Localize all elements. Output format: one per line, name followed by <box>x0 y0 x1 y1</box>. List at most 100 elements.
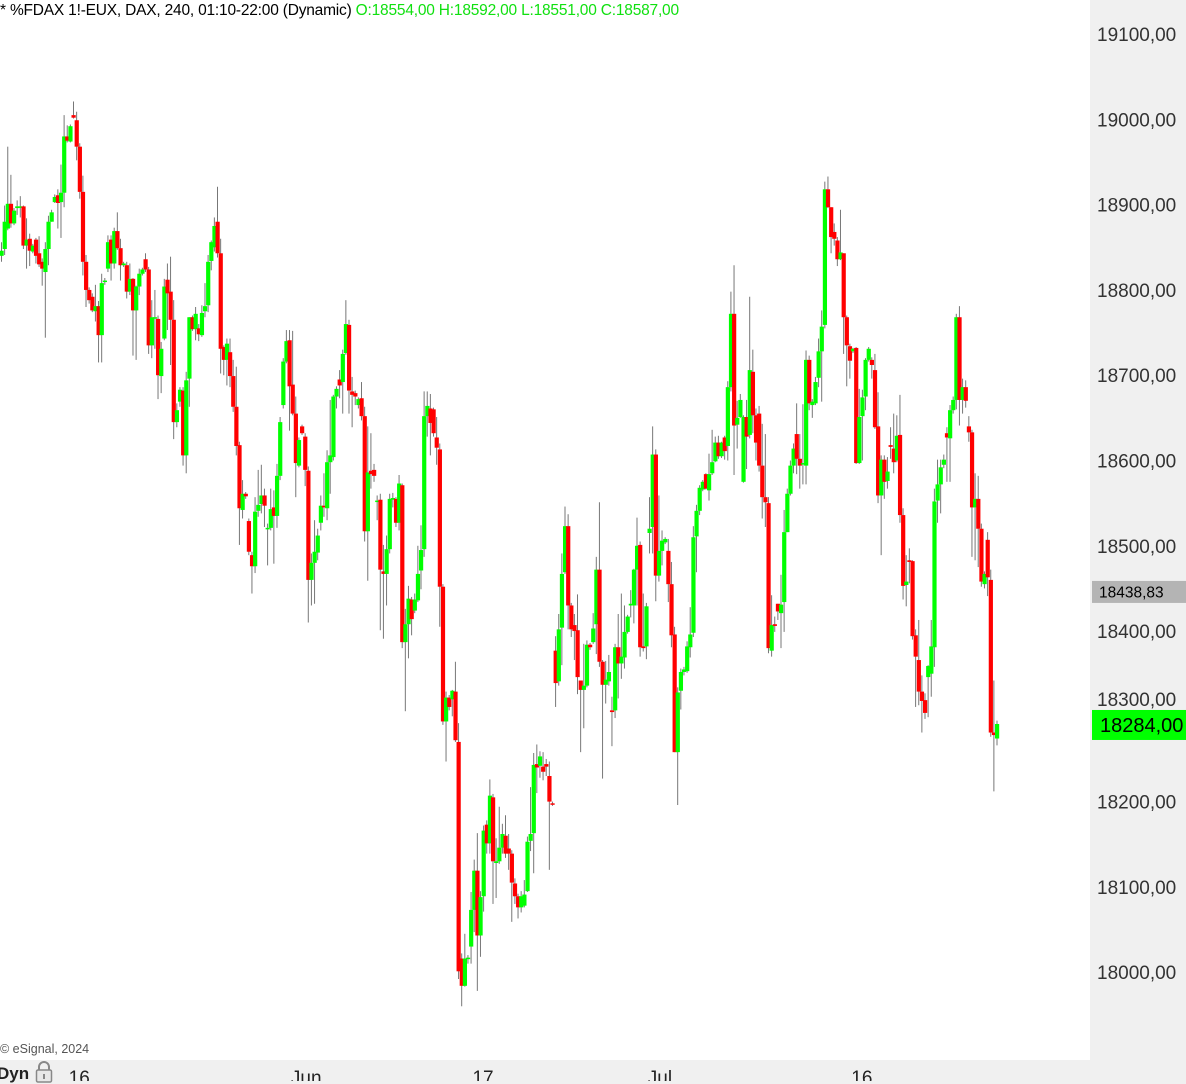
candle-body <box>343 324 349 354</box>
candle-up <box>494 838 499 898</box>
candle-body <box>954 317 959 400</box>
candle-up <box>747 296 752 439</box>
candle-up <box>619 593 624 679</box>
candle-up <box>105 235 111 273</box>
candle-down <box>321 473 327 517</box>
candle-body <box>234 406 239 447</box>
candle-body <box>919 691 925 701</box>
candle-up <box>706 453 712 501</box>
candle-body <box>484 824 489 844</box>
candle-up <box>450 689 455 717</box>
price-tick-label: 18500,00 <box>1097 537 1176 558</box>
candle-body <box>722 437 727 452</box>
candle-up <box>296 437 302 468</box>
candle-up <box>531 753 536 874</box>
candle-body <box>685 646 690 672</box>
candle-down <box>907 548 912 584</box>
candle-down <box>653 449 658 602</box>
candle-body <box>497 847 502 862</box>
candle-down <box>115 212 120 250</box>
candle-up <box>390 492 396 508</box>
candle-up <box>331 394 336 461</box>
candle-up <box>375 495 380 521</box>
candle-up <box>816 338 821 388</box>
time-tick-label: 16 <box>69 1068 90 1081</box>
candle-body <box>328 455 333 463</box>
candle-body <box>393 498 399 523</box>
candle-body <box>566 526 571 606</box>
candle-body <box>378 499 383 570</box>
candle-up <box>415 545 421 603</box>
candle-body <box>381 571 386 574</box>
candle-body <box>143 259 148 270</box>
candle-body <box>757 413 762 466</box>
candle-down <box>566 514 571 630</box>
candle-up <box>102 278 108 285</box>
candle-body <box>437 449 442 587</box>
candle-body <box>43 249 48 273</box>
candle-up <box>99 273 104 363</box>
candle-body <box>922 700 928 713</box>
price-axis-panel[interactable] <box>1090 0 1186 1081</box>
candle-body <box>860 397 865 417</box>
candles-layer <box>0 101 1000 1007</box>
candle-body <box>318 505 324 523</box>
candle-up <box>334 386 339 409</box>
candle-body <box>171 319 176 423</box>
candle-up <box>278 417 283 481</box>
candle-up <box>537 751 543 778</box>
candle-down <box>434 417 439 465</box>
candle-up <box>700 480 705 492</box>
candle-body <box>37 253 42 265</box>
candle-body <box>397 483 402 523</box>
candle-body <box>613 647 618 711</box>
candle-up <box>162 278 167 341</box>
candle-up <box>268 488 273 531</box>
candle-body <box>284 341 289 362</box>
candle-up <box>18 196 23 218</box>
candle-up <box>49 209 54 222</box>
candle-up <box>52 194 57 203</box>
candle-up <box>603 660 608 704</box>
candle-up <box>487 779 493 854</box>
candle-up <box>904 555 909 607</box>
candle-body <box>995 724 1000 739</box>
candle-body <box>973 498 978 508</box>
candle-down <box>609 696 615 747</box>
candle-body <box>462 958 468 986</box>
candle-up <box>224 338 230 386</box>
time-axis-panel[interactable] <box>0 1060 1186 1081</box>
candle-body <box>766 503 771 649</box>
candle-body <box>187 317 192 379</box>
candle-body <box>672 634 677 753</box>
candle-down <box>976 475 981 568</box>
scale-mode-button[interactable]: Dyn <box>0 1064 30 1083</box>
candle-up <box>613 643 618 719</box>
candle-up <box>785 488 790 533</box>
candle-body <box>910 561 915 637</box>
candle-body <box>368 470 374 475</box>
candle-up <box>5 146 10 231</box>
candle-body <box>240 493 245 510</box>
candle-up <box>594 556 599 655</box>
candle-body <box>741 417 746 482</box>
candle-down <box>303 433 308 487</box>
candle-body <box>844 317 849 346</box>
candle-body <box>469 909 474 947</box>
candle-up <box>735 400 740 449</box>
candle-body <box>541 766 546 772</box>
candle-body <box>96 306 101 336</box>
candle-body <box>65 136 70 141</box>
candle-body <box>246 521 252 552</box>
lock-icon[interactable] <box>34 1061 54 1083</box>
candle-body <box>384 549 389 574</box>
candle-body <box>562 526 568 573</box>
candle-down <box>234 366 239 456</box>
candle-body <box>650 454 655 528</box>
candle-body <box>882 459 887 482</box>
candle-body <box>77 146 82 192</box>
candle-down <box>897 394 903 523</box>
candle-body <box>390 498 396 500</box>
plot-area[interactable] <box>0 0 1090 1060</box>
candle-up <box>522 880 527 908</box>
